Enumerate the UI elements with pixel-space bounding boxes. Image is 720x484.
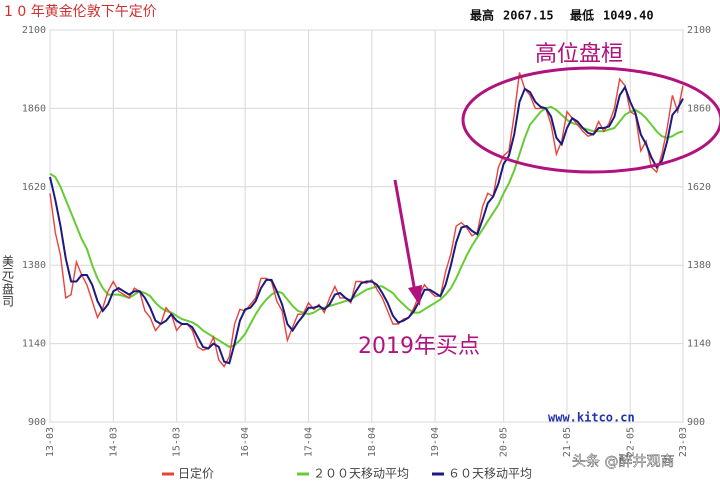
legend-label: ２００天移动平均 [313,467,409,481]
x-tick-label: 21-05 [562,427,573,457]
y-tick-label: 900 [687,417,705,428]
watermark: 头条 @醉井观商 [572,453,674,470]
x-tick-label: 17-04 [303,427,314,457]
y-tick-label: 1860 [22,103,46,114]
x-tick-label: 20-05 [499,427,510,457]
stat-value: 2067.15 [503,9,554,23]
y-tick-label: 1140 [687,339,711,350]
annotation: 2019年买点 [358,334,480,359]
plot [49,29,684,423]
x-tick-label: 23-03 [678,427,689,457]
chart-title: 1 0 年黄金伦敦下午定价 [4,3,157,20]
y-tick-label: 1860 [687,103,711,114]
line-series [49,84,684,365]
x-tick-label: 15-03 [172,427,183,457]
y-tick-label: 900 [28,417,46,428]
y-tick-label: 2100 [687,25,711,36]
arrow-head [408,285,422,306]
stat-label: 最低 [570,8,594,23]
y-tick-label: 1620 [22,182,46,193]
annotation: 高位盘桓 [535,42,623,67]
legend-label: ６０天移动平均 [448,467,532,481]
x-tick-label: 22-05 [625,427,636,457]
y-tick-label: 2100 [22,25,46,36]
line-series [49,72,684,368]
stat-value: 1049.40 [603,9,654,23]
x-tick-label: 14-03 [108,427,119,457]
y-tick-label: 1140 [22,339,46,350]
arrow-shaft [393,179,417,293]
x-tick-label: 19-04 [430,427,441,457]
x-tick-label: 18-04 [367,427,378,457]
y-tick-label: 1380 [687,260,711,271]
y-tick-label: 1380 [22,260,46,271]
plot-area [49,29,684,423]
y-axis-label: 美元/盘司 [1,255,15,307]
source: www.kitco.cn [548,411,635,425]
legend-label: 日定价 [178,466,214,481]
x-tick-label: 13-03 [45,427,56,457]
y-tick-label: 1620 [687,182,711,193]
legend: 日定价 ２００天移动平均 ６０天移动平均 [162,466,532,481]
stat-label: 最高 [470,8,494,23]
highlight-ellipse [461,66,720,174]
x-tick-label: 16-04 [240,427,251,457]
